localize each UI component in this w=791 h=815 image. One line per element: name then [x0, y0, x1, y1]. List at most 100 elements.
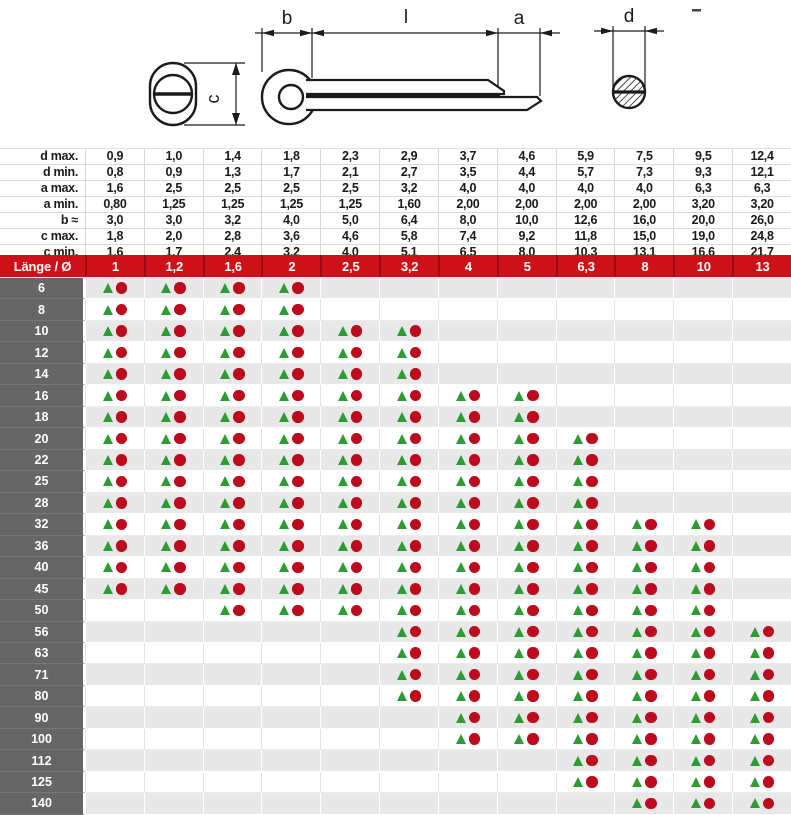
availability-cell — [673, 578, 733, 601]
availability-circle-icon — [233, 540, 245, 552]
availability-triangle-icon — [396, 390, 407, 401]
availability-cell — [261, 685, 321, 708]
availability-triangle-icon — [396, 519, 407, 530]
availability-circle-icon — [233, 561, 245, 574]
availability-cell — [555, 771, 615, 794]
availability-circle-icon — [409, 690, 422, 702]
availability-circle-icon — [233, 325, 245, 337]
availability-triangle-icon — [514, 669, 525, 680]
availability-cell — [673, 428, 733, 450]
availability-triangle-icon — [279, 519, 290, 530]
availability-cell — [143, 471, 203, 493]
availability-cell — [732, 449, 791, 472]
availability-circle-icon — [527, 518, 539, 531]
availability-cell — [320, 793, 380, 815]
dim-row-label: c max. — [40, 229, 78, 243]
availability-triangle-icon — [632, 691, 643, 702]
dim-row-label: a min. — [43, 197, 79, 211]
availability-cell — [85, 685, 144, 708]
availability-circle-icon — [350, 368, 363, 380]
availability-cell — [496, 492, 556, 515]
availability-cell — [732, 664, 791, 686]
dim-value-cell: 20,0 — [673, 213, 732, 228]
availability-cell — [437, 406, 497, 429]
availability-circle-icon — [115, 475, 128, 488]
availability-triangle-icon — [573, 583, 584, 594]
availability-cell — [143, 728, 203, 751]
availability-triangle-icon — [396, 454, 407, 465]
availability-cell — [673, 642, 733, 665]
availability-cell — [379, 514, 438, 536]
length-row: 22 — [0, 449, 791, 472]
availability-circle-icon — [350, 561, 363, 574]
availability-circle-icon — [468, 454, 481, 466]
length-row: 32 — [0, 514, 791, 536]
availability-cell — [732, 771, 791, 794]
availability-circle-icon — [527, 475, 539, 488]
availability-circle-icon — [174, 454, 186, 466]
length-label: 50 — [0, 600, 85, 622]
length-label: 22 — [0, 449, 85, 472]
availability-circle-icon — [409, 475, 422, 488]
availability-cell — [555, 621, 615, 643]
availability-triangle-icon — [455, 412, 466, 423]
availability-cell — [437, 771, 497, 794]
availability-triangle-icon — [396, 562, 407, 573]
availability-cell — [437, 299, 497, 321]
availability-cell — [673, 664, 733, 686]
availability-triangle-icon — [102, 412, 113, 423]
dim-value-cell: 19,0 — [673, 229, 732, 244]
availability-triangle-icon — [455, 691, 466, 702]
availability-triangle-icon — [573, 712, 584, 723]
dim-value-cell: 2,3 — [320, 149, 379, 164]
availability-circle-icon — [115, 432, 128, 445]
diameter-header-cell: 4 — [437, 255, 497, 277]
availability-circle-icon — [174, 432, 186, 445]
availability-cell — [437, 728, 497, 751]
availability-triangle-icon — [455, 626, 466, 637]
availability-triangle-icon — [161, 369, 172, 380]
dim-value-cell: 3,5 — [437, 165, 497, 180]
dim-value-cell: 26,0 — [732, 213, 791, 228]
availability-circle-icon — [468, 432, 481, 445]
availability-cell — [202, 621, 262, 643]
availability-triangle-icon — [749, 648, 760, 659]
availability-cell — [496, 320, 556, 343]
availability-circle-icon — [527, 690, 539, 702]
availability-cell — [202, 320, 262, 343]
availability-circle-icon — [645, 668, 657, 681]
availability-cell — [555, 514, 615, 536]
availability-circle-icon — [115, 303, 128, 316]
availability-circle-icon — [174, 518, 186, 531]
availability-cell — [614, 707, 674, 729]
availability-circle-icon — [350, 604, 363, 617]
availability-cell — [261, 557, 321, 579]
availability-cell — [496, 642, 556, 665]
availability-cell — [437, 600, 497, 622]
availability-cell — [379, 557, 438, 579]
availability-triangle-icon — [455, 669, 466, 680]
availability-triangle-icon — [396, 583, 407, 594]
availability-cell — [202, 492, 262, 515]
availability-cell — [496, 342, 556, 364]
availability-triangle-icon — [220, 304, 231, 315]
length-row: 10 — [0, 320, 791, 343]
length-label: 63 — [0, 642, 85, 665]
availability-cell — [85, 492, 144, 515]
availability-circle-icon — [468, 497, 481, 509]
availability-circle-icon — [174, 389, 186, 402]
availability-cell — [614, 514, 674, 536]
availability-circle-icon — [233, 368, 245, 380]
dim-value-cell: 5,8 — [379, 229, 438, 244]
availability-cell — [320, 428, 380, 450]
availability-circle-icon — [350, 518, 363, 531]
availability-triangle-icon — [279, 562, 290, 573]
availability-cell — [85, 299, 144, 321]
availability-triangle-icon — [220, 283, 231, 294]
availability-triangle-icon — [279, 497, 290, 508]
length-label: 140 — [0, 793, 85, 815]
availability-cell — [379, 406, 438, 429]
availability-cell — [496, 728, 556, 751]
availability-circle-icon — [586, 711, 598, 724]
dimension-table: d max. 0,9 1,0 1,4 1,8 2,3 2,9 3,7 4,6 5,9 7,5 9,5 1… — [0, 148, 791, 261]
